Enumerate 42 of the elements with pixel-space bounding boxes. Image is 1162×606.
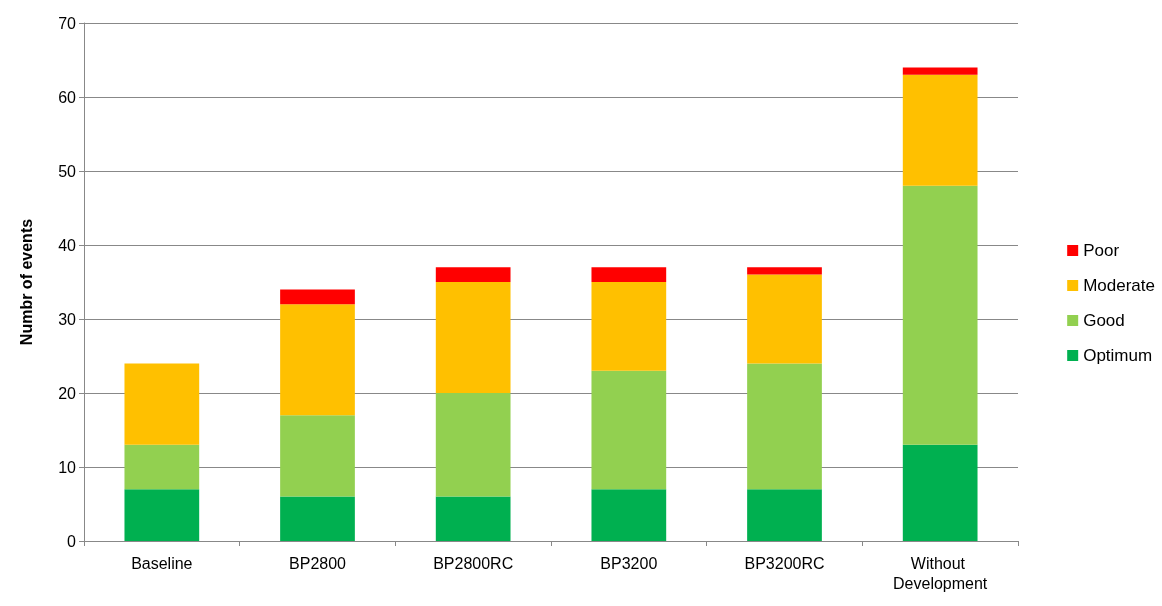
bar (747, 267, 822, 275)
y-tick-label: 20 (58, 384, 77, 402)
bar (902, 185, 978, 445)
y-tick-label: 30 (58, 310, 77, 328)
bar (435, 496, 511, 541)
x-tick-label: BP3200 (600, 554, 658, 572)
bar (747, 274, 822, 364)
bar (124, 444, 200, 490)
bar (435, 393, 511, 497)
legend-label: Poor (1083, 241, 1120, 260)
x-tick-label: BP2800 (289, 554, 347, 572)
y-tick-label: 60 (58, 88, 77, 106)
y-tick-label: 40 (58, 236, 77, 254)
bar (280, 415, 355, 497)
bar (902, 67, 978, 75)
x-tick-label: Without Development (893, 554, 988, 592)
x-tick-label: Baseline (131, 554, 193, 572)
x-tick-label: BP3200RC (744, 554, 825, 572)
y-tick-label: 70 (58, 14, 77, 32)
bar (435, 282, 511, 393)
legend-label: Good (1083, 311, 1125, 330)
bar (902, 444, 978, 541)
x-tick-label: BP2800RC (433, 554, 514, 572)
bar (280, 496, 355, 541)
bar (591, 489, 667, 541)
bar (591, 267, 667, 282)
bar (902, 74, 978, 186)
bar (747, 363, 822, 490)
legend-label: Optimum (1083, 346, 1153, 365)
bar (124, 363, 200, 445)
y-tick-label: 0 (67, 532, 77, 550)
y-tick-label: 10 (58, 458, 77, 476)
bar (124, 489, 200, 541)
bar (591, 370, 667, 490)
bar (280, 289, 355, 305)
legend-label: Moderate (1083, 276, 1156, 295)
bar (591, 282, 667, 371)
y-tick-label: 50 (58, 162, 77, 180)
bar (435, 267, 511, 282)
bar (280, 304, 355, 416)
y-axis-title: Numbr of events (17, 218, 35, 346)
bar (747, 489, 822, 541)
